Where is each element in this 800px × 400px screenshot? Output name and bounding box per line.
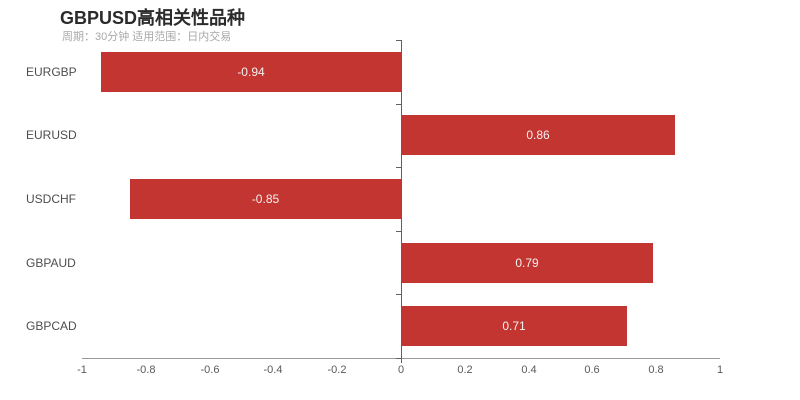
x-tick-label: 0.2 — [457, 364, 473, 376]
category-axis-tick — [396, 104, 401, 105]
category-label-gbpaud: GBPAUD — [26, 256, 76, 270]
bar-gbpcad[interactable]: 0.71 — [401, 306, 627, 346]
category-axis-tick — [396, 231, 401, 232]
x-tick-label: -0.8 — [136, 364, 156, 376]
x-tick-label: -0.4 — [263, 364, 283, 376]
x-tick-label: -0.6 — [200, 364, 220, 376]
category-label-eurgbp: EURGBP — [26, 65, 77, 79]
bar-gbpaud[interactable]: 0.79 — [401, 243, 653, 283]
x-tick-label: 0 — [397, 364, 405, 376]
x-tick-label: 1 — [716, 364, 724, 376]
category-label-eurusd: EURUSD — [26, 128, 77, 142]
category-label-usdchf: USDCHF — [26, 192, 76, 206]
bar-value-label: 0.79 — [515, 256, 539, 270]
chart-subtitle: 周期：30分钟 适用范围：日内交易 — [62, 31, 232, 43]
x-tick-label: 0.6 — [584, 364, 600, 376]
chart-title: GBPUSD高相关性品种 — [60, 8, 246, 28]
bar-eurgbp[interactable]: -0.94 — [101, 52, 401, 92]
x-tick-label: -0.2 — [327, 364, 347, 376]
x-tick-label: 0.4 — [521, 364, 537, 376]
category-axis-tick — [396, 294, 401, 295]
bar-value-label: 0.86 — [526, 128, 550, 142]
category-label-gbpcad: GBPCAD — [26, 319, 77, 333]
bar-value-label: -0.94 — [237, 65, 265, 79]
x-tick-label: -1 — [77, 364, 87, 376]
bar-usdchf[interactable]: -0.85 — [130, 179, 401, 219]
bar-value-label: -0.85 — [251, 192, 280, 206]
y-axis-line — [401, 40, 402, 363]
category-axis-tick — [396, 167, 401, 168]
bar-eurusd[interactable]: 0.86 — [401, 115, 675, 155]
x-tick-label: 0.8 — [648, 364, 664, 376]
category-axis-tick — [396, 40, 401, 41]
category-axis-tick — [396, 358, 401, 359]
bar-value-label: 0.71 — [502, 319, 526, 333]
